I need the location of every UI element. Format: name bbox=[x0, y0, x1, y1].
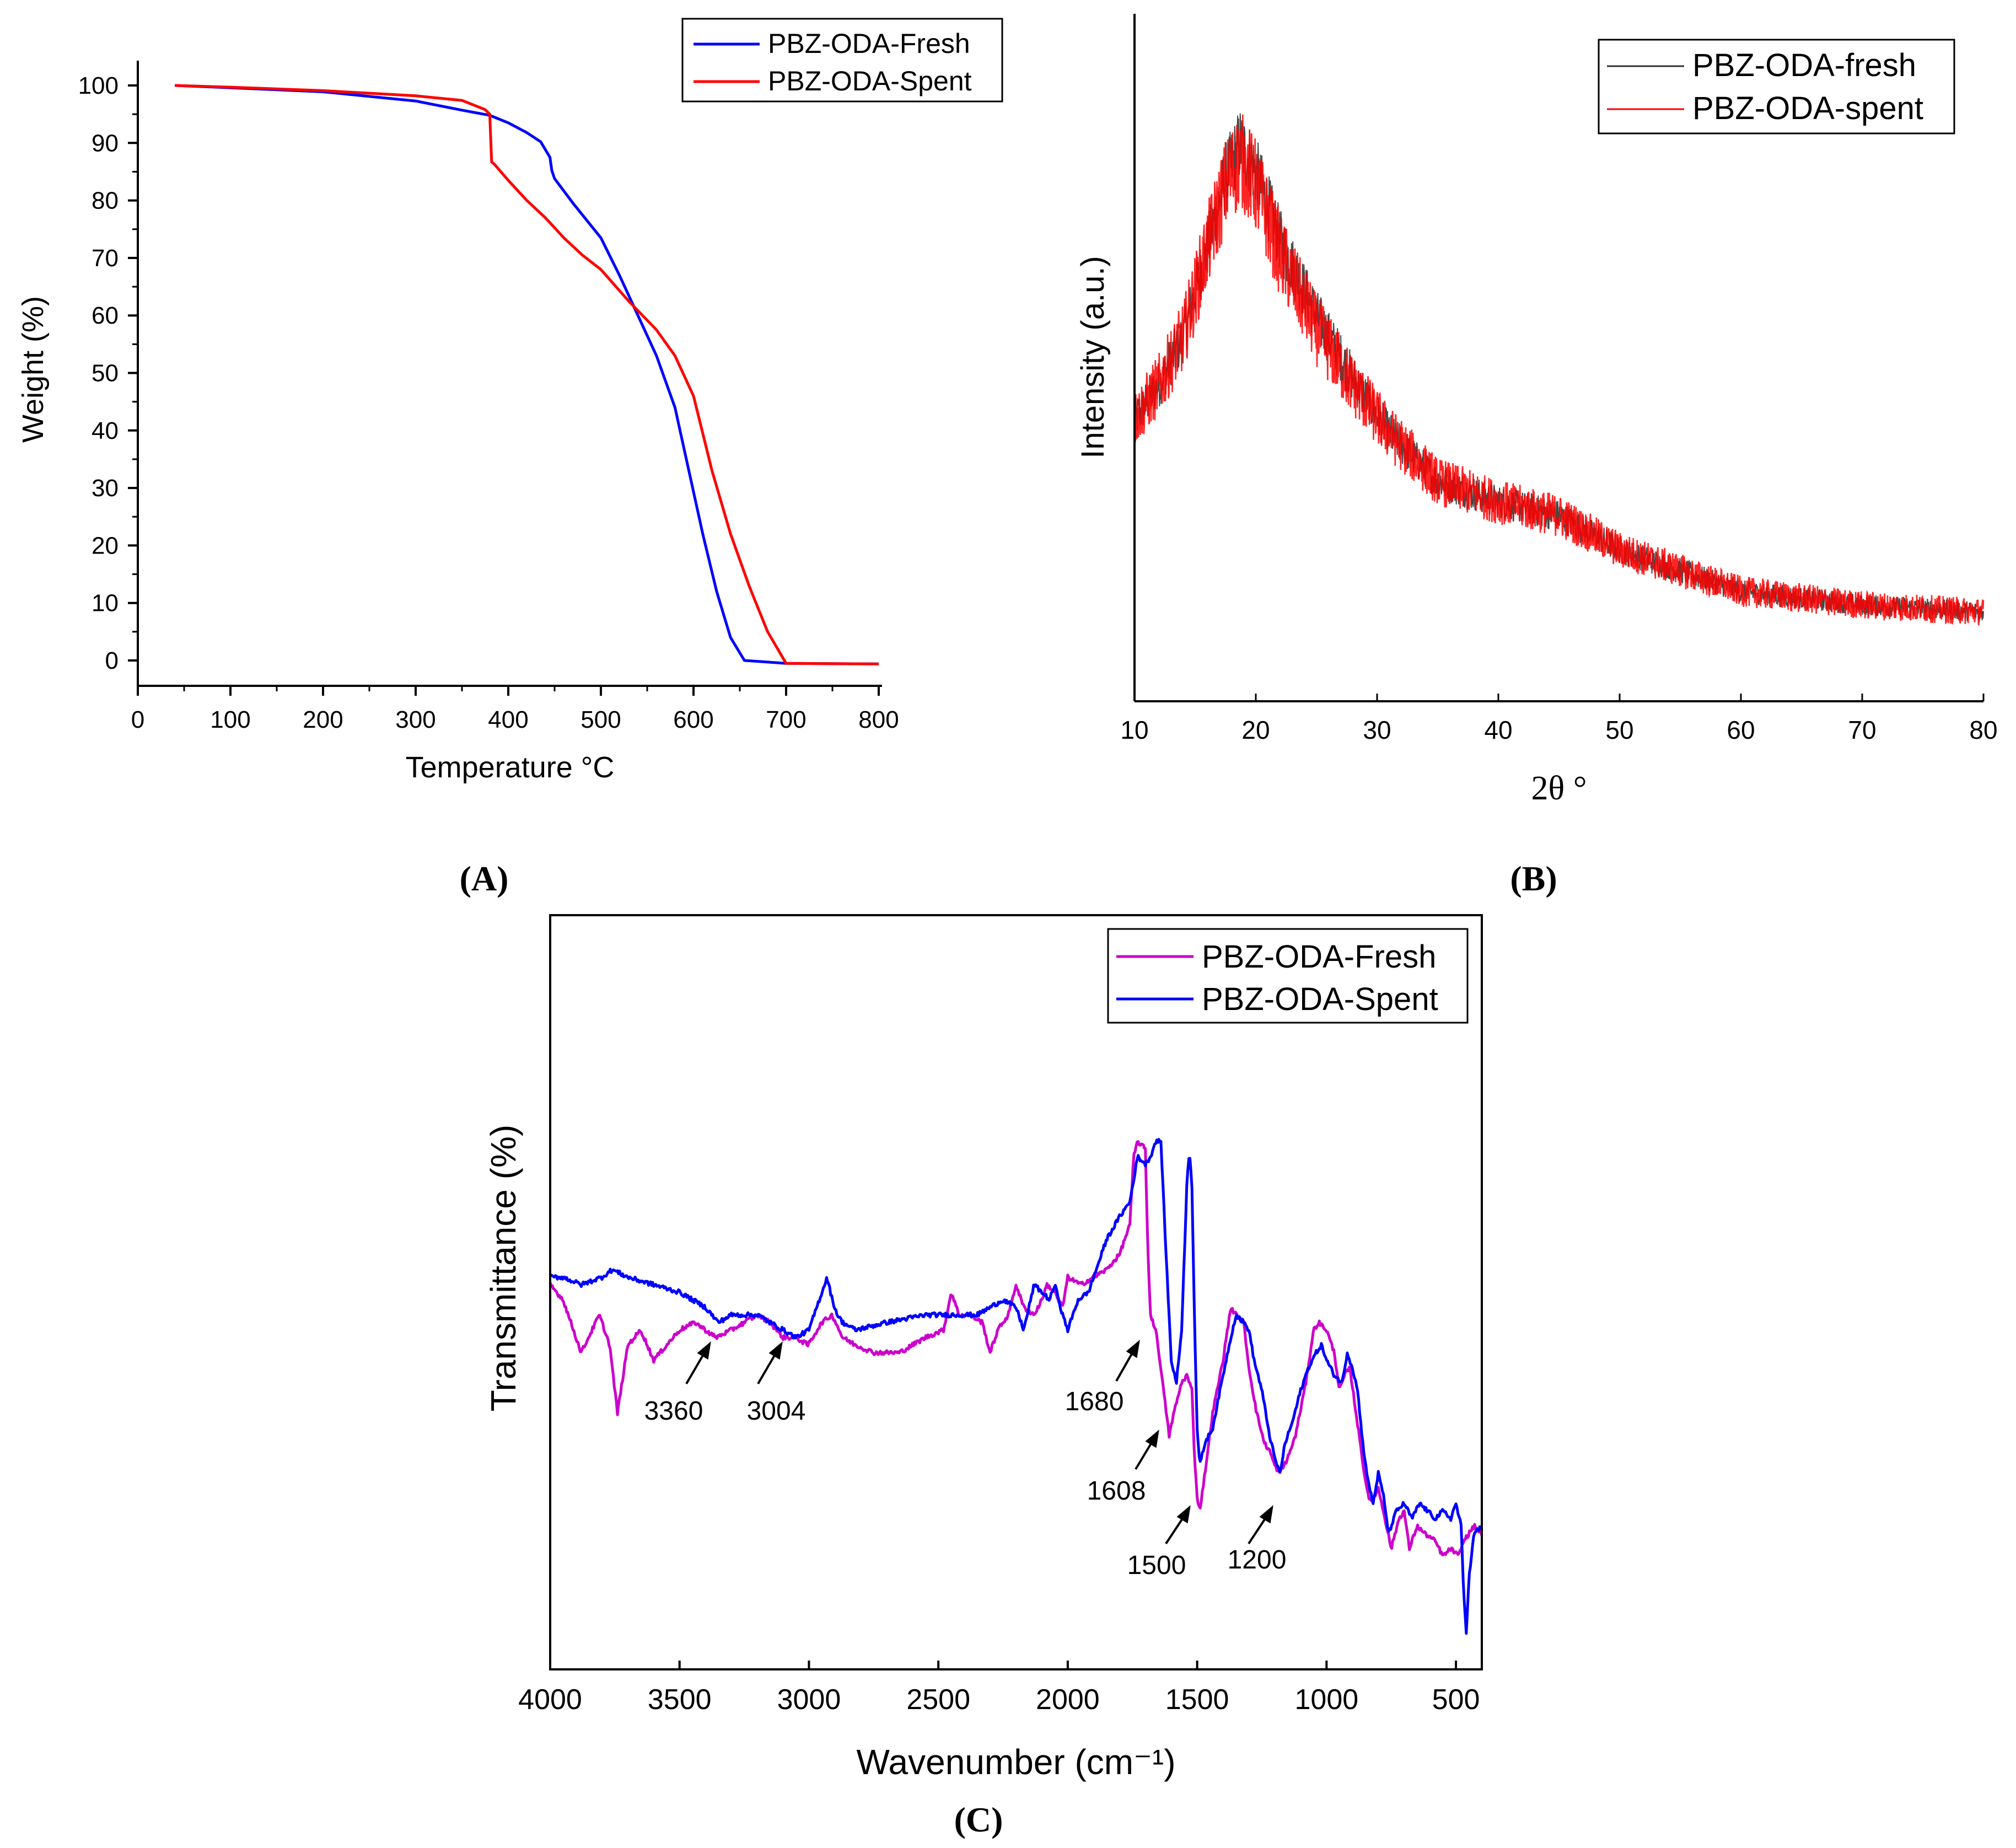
panel-b-x-ticks: 10 20 30 40 50 60 70 80 bbox=[1120, 694, 1998, 744]
panel-a-y-ticks: 0 10 20 30 40 50 60 70 80 90 100 bbox=[78, 72, 138, 674]
panel-a-legend-box bbox=[681, 18, 1003, 103]
annotation-label-3360: 3360 bbox=[644, 1396, 703, 1426]
panel-c-legend: PBZ-ODA-Fresh PBZ-ODA-Spent bbox=[1107, 928, 1469, 1024]
annotation-label-3004: 3004 bbox=[747, 1396, 806, 1426]
panel-a-x-tick-label: 600 bbox=[673, 706, 713, 733]
panel-c-legend-box bbox=[1107, 928, 1469, 1024]
panel-b-x-tick-label: 50 bbox=[1605, 716, 1633, 744]
panel-b-legend-box bbox=[1598, 39, 1955, 135]
panel-a-y-tick-label: 70 bbox=[92, 245, 119, 272]
panel-a-series-lines bbox=[175, 84, 879, 665]
panel-a-y-tick-label: 40 bbox=[92, 417, 119, 444]
panel-b-x-axis-title: 2θ ° bbox=[1531, 770, 1587, 807]
panel-c-x-tick-label: 1000 bbox=[1294, 1684, 1358, 1716]
panel-a-legend-label-fresh: PBZ-ODA-Fresh bbox=[768, 28, 970, 59]
panel-a-y-tick-label: 100 bbox=[78, 72, 119, 99]
panel-b-y-axis-title: Intensity (a.u.) bbox=[1075, 256, 1111, 458]
panel-c-series-fresh-line bbox=[549, 1140, 1483, 1556]
annotation-arrowhead-3004 bbox=[768, 1341, 783, 1360]
annotation-arrowhead-1200 bbox=[1259, 1505, 1273, 1524]
panel-b-series-spent-line bbox=[1133, 114, 1985, 626]
panel-b-x-tick-label: 40 bbox=[1484, 716, 1512, 744]
panel-b-x-tick-label: 30 bbox=[1363, 716, 1391, 744]
panel-a-x-tick-label: 300 bbox=[395, 706, 436, 733]
panel-a-y-tick-label: 0 bbox=[105, 647, 119, 674]
annotation-label-1500: 1500 bbox=[1127, 1551, 1186, 1580]
panel-b-xrd: 10 20 30 40 50 60 70 80 PBZ-ODA-fresh PBZ-ODA-s… bbox=[1075, 14, 1998, 898]
panel-b-legend-label-fresh: PBZ-ODA-fresh bbox=[1692, 47, 1916, 83]
annotation-label-1608: 1608 bbox=[1087, 1476, 1146, 1506]
panel-a-x-tick-label: 200 bbox=[303, 706, 343, 733]
panel-b-x-tick-label: 60 bbox=[1727, 716, 1755, 744]
panel-a-x-ticks: 0 100 200 300 400 500 600 700 800 bbox=[131, 686, 899, 733]
panel-c-x-tick-label: 3500 bbox=[648, 1684, 712, 1716]
panel-c-ftir: 4000 3500 3000 2500 2000 1500 1000 500 PBZ-ODA-… bbox=[483, 914, 1483, 1839]
panel-c-legend-label-spent: PBZ-ODA-Spent bbox=[1202, 981, 1438, 1017]
panel-a-y-tick-label: 80 bbox=[92, 187, 119, 214]
panel-a-x-tick-label: 700 bbox=[766, 706, 806, 733]
panel-a-y-tick-label: 90 bbox=[92, 130, 119, 157]
panel-a-x-tick-label: 100 bbox=[210, 706, 250, 733]
panel-a-legend: PBZ-ODA-Fresh PBZ-ODA-Spent bbox=[681, 18, 1003, 103]
panel-c-x-tick-label: 2500 bbox=[906, 1684, 970, 1716]
panel-a-y-tick-label: 10 bbox=[92, 590, 119, 617]
panel-b-x-tick-label: 10 bbox=[1120, 716, 1148, 744]
panel-a-series-fresh-line bbox=[175, 84, 879, 665]
panel-c-x-tick-label: 3000 bbox=[777, 1684, 841, 1716]
panel-a-series-spent-line bbox=[175, 84, 879, 665]
panel-c-x-tick-label: 500 bbox=[1432, 1684, 1480, 1716]
panel-a-y-tick-label: 60 bbox=[92, 302, 119, 329]
panel-b-series-lines bbox=[1133, 113, 1985, 626]
panel-c-x-tick-label: 2000 bbox=[1036, 1684, 1100, 1716]
panel-c-annotations bbox=[685, 1340, 1273, 1545]
panel-b-label: (B) bbox=[1510, 859, 1557, 898]
panel-a-label: (A) bbox=[460, 859, 509, 898]
panel-a-x-tick-label: 0 bbox=[131, 706, 144, 733]
panel-b-legend-label-spent: PBZ-ODA-spent bbox=[1692, 90, 1923, 126]
panel-a-tga: 0 100 200 300 400 500 600 700 800 0 10 20 30 40 50 60 7… bbox=[17, 18, 1003, 898]
annotation-arrowhead-1500 bbox=[1176, 1505, 1191, 1524]
panel-c-legend-label-fresh: PBZ-ODA-Fresh bbox=[1202, 939, 1436, 975]
panel-c-x-tick-label: 4000 bbox=[518, 1684, 582, 1716]
panel-a-legend-label-spent: PBZ-ODA-Spent bbox=[768, 66, 972, 96]
panel-a-x-axis-title: Temperature °C bbox=[406, 751, 615, 784]
panel-b-x-tick-label: 20 bbox=[1241, 716, 1270, 744]
panel-c-x-axis-title: Wavenumber (cm⁻¹) bbox=[856, 1742, 1175, 1782]
panel-c-series-spent-line bbox=[549, 1138, 1483, 1635]
panel-a-x-tick-label: 500 bbox=[580, 706, 621, 733]
panel-b-x-tick-label: 70 bbox=[1848, 716, 1876, 744]
panel-c-label: (C) bbox=[954, 1800, 1003, 1839]
annotation-label-1680: 1680 bbox=[1065, 1387, 1124, 1416]
panel-a-x-tick-label: 800 bbox=[858, 706, 899, 733]
annotation-arrowhead-1680 bbox=[1126, 1340, 1140, 1358]
annotation-arrowhead-1608 bbox=[1145, 1430, 1159, 1448]
panel-c-x-tick-label: 1500 bbox=[1165, 1684, 1229, 1716]
panel-a-y-tick-label: 50 bbox=[92, 360, 119, 387]
panel-c-y-axis-title: Transmittance (%) bbox=[483, 1125, 523, 1411]
panel-b-x-tick-label: 80 bbox=[1969, 716, 1997, 744]
panel-a-y-axis-title: Weight (%) bbox=[17, 296, 50, 443]
panel-a-x-tick-label: 400 bbox=[488, 706, 528, 733]
panel-c-x-ticks: 4000 3500 3000 2500 2000 1500 1000 500 bbox=[518, 1661, 1480, 1716]
annotation-arrowhead-3360 bbox=[697, 1341, 711, 1360]
panel-c-frame bbox=[549, 914, 1483, 1670]
panel-b-legend: PBZ-ODA-fresh PBZ-ODA-spent bbox=[1598, 39, 1955, 135]
panel-c-series-lines bbox=[549, 1138, 1483, 1635]
panel-a-y-tick-label: 30 bbox=[92, 475, 119, 502]
annotation-label-1200: 1200 bbox=[1228, 1545, 1287, 1575]
panel-a-y-tick-label: 20 bbox=[92, 532, 119, 559]
